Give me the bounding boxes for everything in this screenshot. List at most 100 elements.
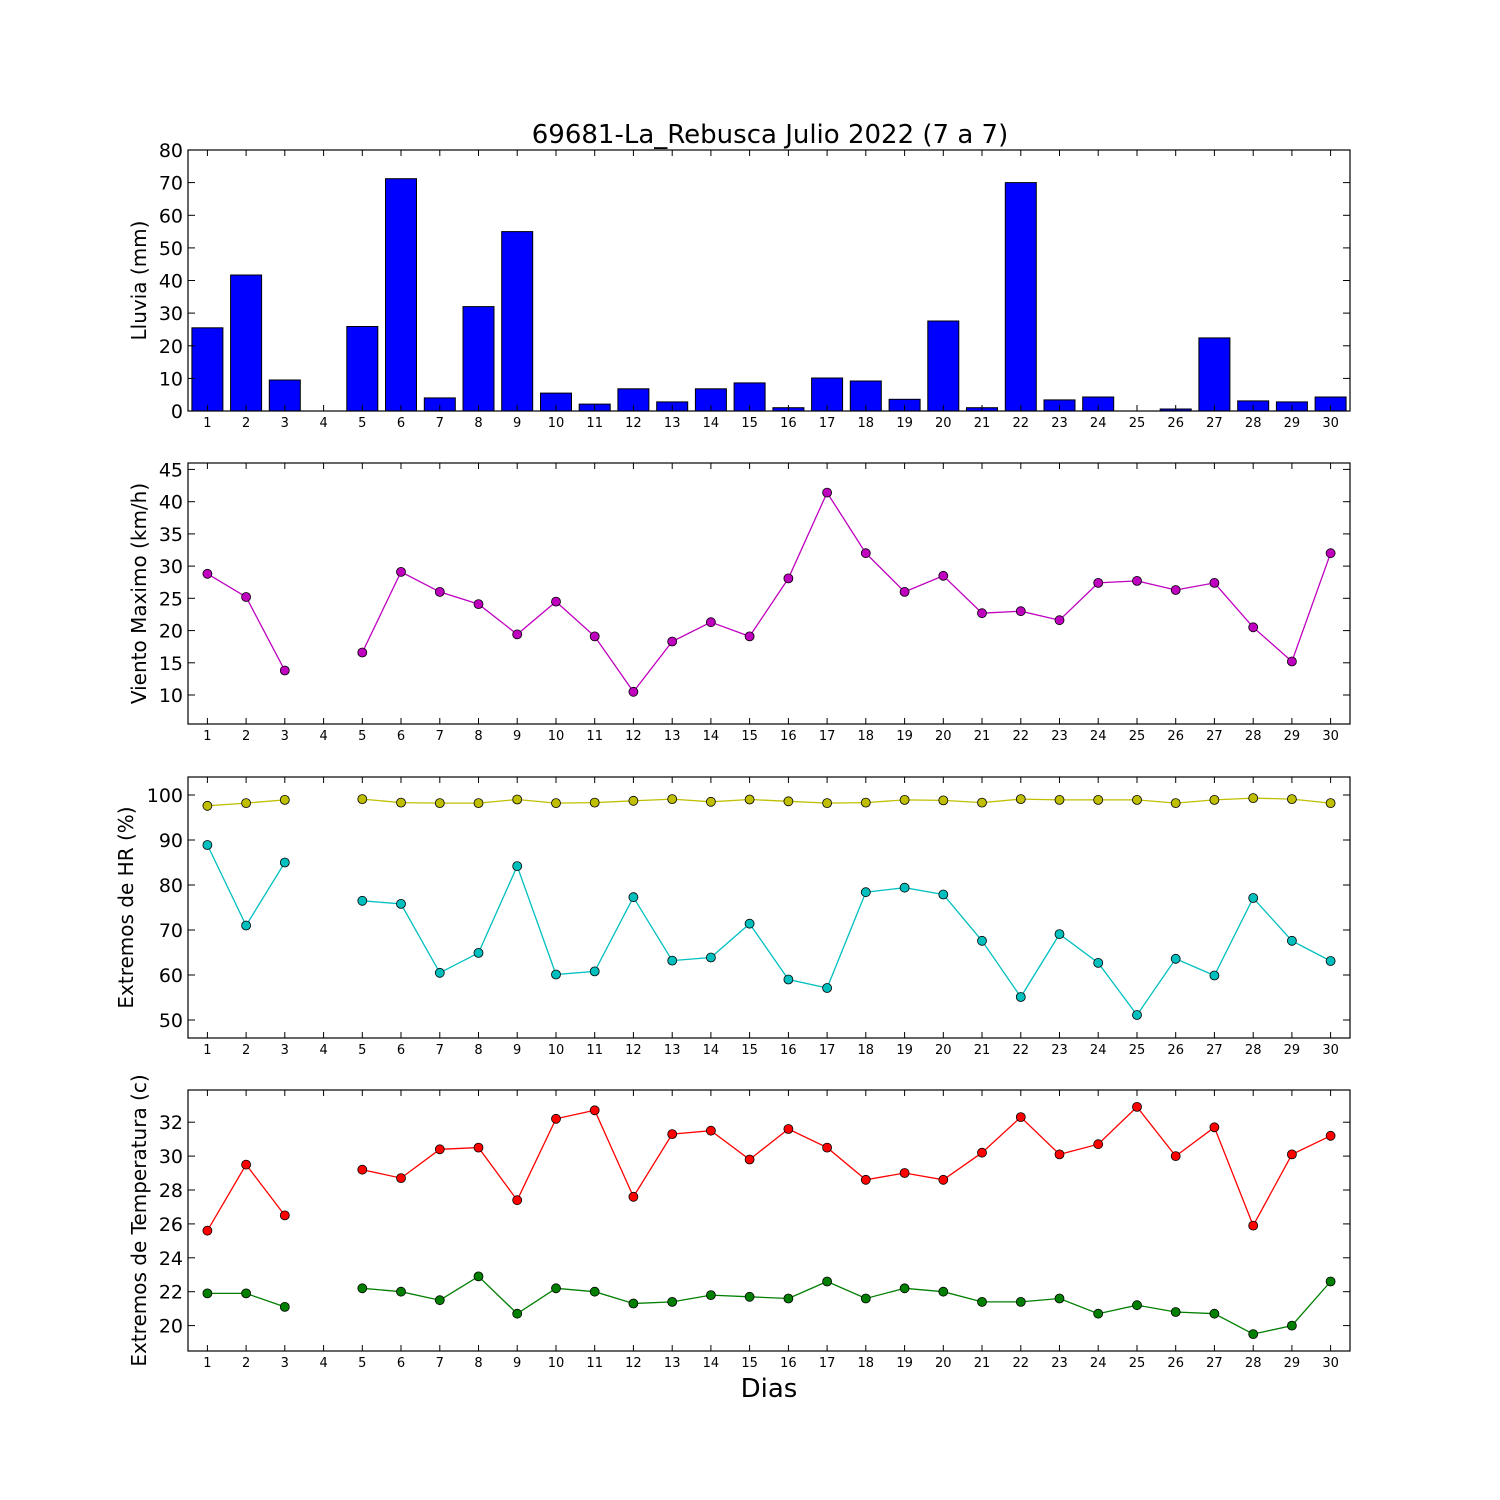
humidity-series-2-point-day-10 (551, 969, 561, 980)
humidity-series-2-point-day-11 (589, 966, 600, 977)
humidity-ytick-label: 60 (159, 965, 183, 987)
rainfall-xtick-label: 25 (1129, 416, 1146, 431)
temperature-ytick-label: 24 (159, 1248, 183, 1270)
humidity-xtick-label: 9 (513, 1043, 521, 1058)
humidity-series-1-point-day-20 (938, 795, 949, 806)
wind-ytick-label: 45 (159, 459, 183, 481)
rainfall-ytick-label: 70 (159, 173, 183, 195)
humidity-series-1-point-day-22 (1015, 794, 1026, 804)
wind-series-1-point-day-17 (822, 487, 832, 498)
wind-ytick-label: 20 (159, 621, 183, 643)
humidity-series-1-point-day-26 (1170, 798, 1181, 808)
rainfall-bar-day-22 (1004, 182, 1037, 412)
temperature-series-1-point-day-23 (1054, 1149, 1065, 1160)
rainfall-xtick-label: 12 (625, 416, 642, 431)
humidity-series-1-point-day-5 (357, 794, 368, 804)
rainfall-ytick-label: 0 (171, 401, 183, 423)
wind-series-1-point-day-1 (202, 568, 213, 579)
temperature-series-2-point-day-13 (667, 1297, 678, 1307)
humidity-series-2-point-day-7 (434, 967, 445, 978)
wind-series-1-point-day-15 (744, 631, 755, 642)
humidity-series-2-point-day-26 (1170, 953, 1181, 964)
humidity-xtick-label: 20 (935, 1043, 952, 1058)
temperature-series-1-point-day-2 (241, 1159, 252, 1170)
temperature-xtick-label: 26 (1167, 1356, 1184, 1371)
wind-ytick-label: 15 (159, 653, 183, 675)
wind-xtick-label: 7 (436, 729, 444, 744)
temperature-series-2-point-day-16 (783, 1293, 794, 1304)
wind-series-1-line (361, 491, 1332, 693)
chart-title: 69681-La_Rebusca Julio 2022 (7 a 7) (532, 120, 1008, 150)
temperature-series-2-point-day-2 (241, 1288, 252, 1299)
temperature-series-2-point-day-15 (744, 1291, 755, 1302)
temperature-series-1-point-day-20 (938, 1174, 949, 1185)
wind-series-1-point-day-21 (977, 608, 987, 619)
humidity-series-2-point-day-21 (977, 935, 987, 946)
wind-series-1-point-day-10 (551, 596, 561, 607)
temperature-series-1-point-day-6 (396, 1173, 406, 1183)
temperature-ytick-label: 30 (159, 1146, 183, 1168)
temperature-xtick-label: 2 (242, 1356, 250, 1371)
wind-series-1-point-day-8 (473, 599, 484, 609)
rainfall-bar-day-6 (385, 178, 417, 412)
humidity-series-2-point-day-23 (1054, 929, 1065, 939)
rainfall-y-axis-label: Lluvia (mm) (127, 221, 151, 341)
temperature-series-2-point-day-18 (860, 1293, 871, 1304)
humidity-xtick-label: 8 (474, 1043, 482, 1058)
rainfall-xtick-label: 18 (858, 416, 875, 431)
temperature-xtick-label: 16 (780, 1356, 797, 1371)
rainfall-bar-day-20 (927, 320, 960, 412)
temperature-series-2-point-day-10 (551, 1283, 561, 1294)
wind-series-1-point-day-25 (1132, 576, 1142, 586)
rainfall-xtick-label: 7 (436, 416, 444, 431)
temperature-series-1-point-day-27 (1209, 1122, 1220, 1133)
rainfall-ytick-label: 30 (159, 303, 183, 325)
wind-xtick-label: 1 (203, 729, 211, 744)
humidity-series-1-point-day-14 (706, 796, 716, 807)
rainfall-xtick-label: 30 (1322, 416, 1339, 431)
temperature-xtick-label: 28 (1245, 1356, 1262, 1371)
rainfall-xtick-label: 5 (358, 416, 366, 431)
wind-xtick-label: 30 (1322, 729, 1339, 744)
humidity-series-2-point-day-27 (1209, 970, 1220, 981)
temperature-xtick-label: 27 (1206, 1356, 1223, 1371)
wind-series-1-point-day-19 (899, 587, 910, 597)
wind-xtick-label: 9 (513, 729, 521, 744)
humidity-xtick-label: 5 (358, 1043, 366, 1058)
humidity-series-1-point-day-17 (822, 798, 832, 808)
temperature-series-1-point-day-11 (589, 1105, 600, 1116)
humidity-ytick-label: 70 (159, 920, 183, 942)
wind-series-1-point-day-5 (357, 647, 368, 658)
wind-series-1-point-day-2 (241, 592, 252, 602)
humidity-xtick-label: 6 (397, 1043, 405, 1058)
humidity-xtick-label: 1 (203, 1043, 211, 1058)
temperature-xtick-label: 20 (935, 1356, 952, 1371)
rainfall-ytick-label: 40 (159, 271, 183, 293)
humidity-series-2-line (362, 864, 1331, 1017)
temperature-series-2-point-day-19 (899, 1283, 910, 1294)
humidity-xtick-label: 4 (319, 1043, 327, 1058)
rainfall-xtick-label: 1 (203, 416, 211, 431)
temperature-series-1-point-day-5 (357, 1164, 368, 1175)
humidity-series-2-point-day-3 (279, 857, 290, 868)
wind-ytick-label: 10 (159, 685, 183, 707)
wind-series-1-point-day-29 (1287, 656, 1297, 667)
rainfall-xtick-label: 13 (664, 416, 681, 431)
wind-series-1-point-day-14 (706, 617, 716, 628)
temperature-y-axis-label: Extremos de Temperatura (c) (127, 1074, 151, 1366)
rainfall-xtick-label: 28 (1245, 416, 1262, 431)
rainfall-xtick-label: 19 (896, 416, 913, 431)
temperature-xtick-label: 4 (319, 1356, 327, 1371)
humidity-series-1-point-day-3 (279, 795, 290, 805)
temperature-series-2-point-day-1 (202, 1288, 213, 1299)
rainfall-xtick-label: 8 (474, 416, 482, 431)
humidity-series-1-point-day-27 (1209, 795, 1220, 805)
humidity-series-2-point-day-17 (822, 983, 832, 993)
rainfall-xtick-label: 14 (703, 416, 720, 431)
humidity-series-1-point-day-11 (589, 797, 600, 808)
wind-xtick-label: 19 (896, 729, 913, 744)
temperature-xtick-label: 12 (625, 1356, 642, 1371)
rainfall-xtick-label: 16 (780, 416, 797, 431)
temperature-series-1-point-day-3 (279, 1210, 290, 1221)
